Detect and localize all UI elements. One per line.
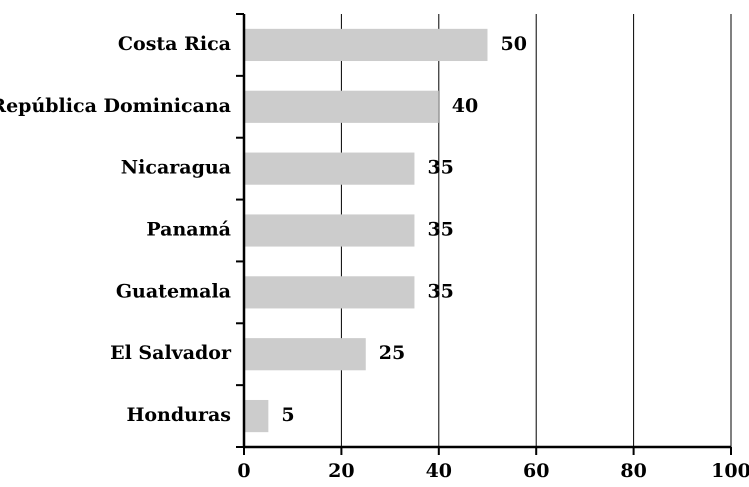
- category-label-0: Costa Rica: [118, 33, 231, 55]
- x-tick-label-80: 80: [620, 460, 646, 482]
- bar-5: [245, 338, 366, 371]
- bar-1: [245, 90, 439, 123]
- value-label-5: 25: [379, 342, 405, 364]
- category-label-4: Guatemala: [116, 280, 231, 302]
- axes: [236, 13, 732, 455]
- category-label-6: Honduras: [126, 404, 231, 426]
- x-tick-label-20: 20: [328, 460, 354, 482]
- x-tick-label-60: 60: [523, 460, 549, 482]
- bar-4: [245, 276, 415, 309]
- gridlines: [340, 14, 732, 447]
- x-tick-label-40: 40: [426, 460, 452, 482]
- bar-6: [245, 399, 269, 433]
- value-label-0: 50: [501, 33, 527, 55]
- category-label-5: El Salvador: [110, 342, 232, 364]
- x-tick-label-100: 100: [711, 460, 749, 482]
- category-label-1: República Dominicana: [0, 95, 231, 117]
- value-label-4: 35: [427, 280, 453, 302]
- bar-2: [245, 152, 415, 185]
- bars: [245, 28, 488, 433]
- category-label-2: Nicaragua: [121, 157, 231, 179]
- value-label-1: 40: [452, 95, 478, 117]
- category-label-3: Panamá: [146, 219, 231, 241]
- x-tick-label-0: 0: [237, 460, 250, 482]
- value-label-3: 35: [427, 219, 453, 241]
- bar-3: [245, 214, 415, 247]
- value-label-6: 5: [281, 404, 294, 426]
- value-label-2: 35: [427, 157, 453, 179]
- bar-0: [245, 28, 488, 62]
